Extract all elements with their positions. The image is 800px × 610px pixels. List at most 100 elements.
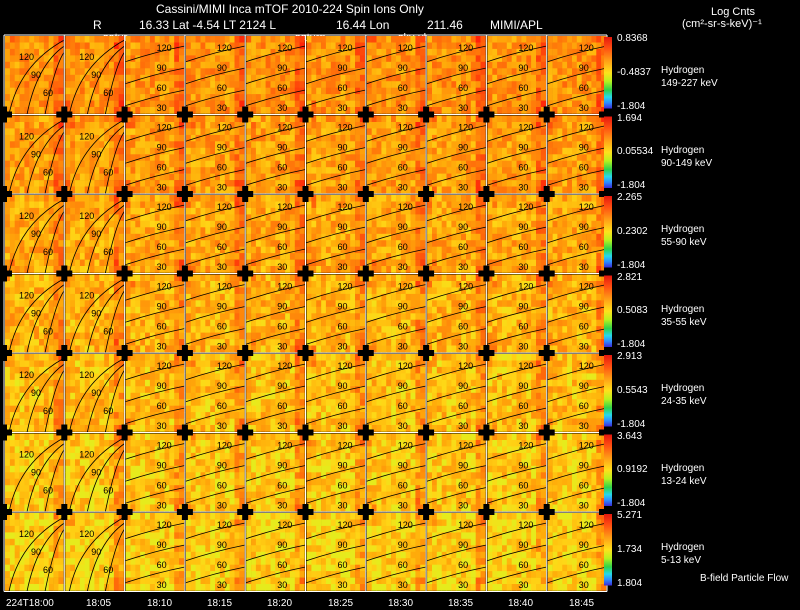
contour-label: 90 bbox=[31, 150, 41, 160]
contour-label: 120 bbox=[518, 282, 533, 292]
cbar-max-value: 1.694 bbox=[617, 113, 642, 125]
cbar-min-value: -1.804 bbox=[617, 101, 645, 113]
contour-label: 90 bbox=[31, 547, 41, 557]
contour-label: 60 bbox=[458, 322, 468, 332]
contour-label: 30 bbox=[157, 183, 167, 193]
contour-label: 30 bbox=[398, 501, 408, 511]
contour-label: 120 bbox=[157, 123, 172, 133]
contour-label: 120 bbox=[579, 123, 594, 133]
contour-label: 90 bbox=[458, 63, 468, 73]
time-tick-label: 18:40 bbox=[508, 598, 533, 610]
contour-label: 120 bbox=[19, 52, 34, 62]
contour-label: 30 bbox=[157, 580, 167, 590]
time-tick-label: 18:20 bbox=[267, 598, 292, 610]
contour-label: 30 bbox=[277, 421, 287, 431]
contour-label: 60 bbox=[398, 163, 408, 173]
energy-range-label: 35-55 keV bbox=[661, 317, 707, 329]
contour-label: 120 bbox=[518, 520, 533, 530]
contour-label: 60 bbox=[157, 163, 167, 173]
contour-label: 30 bbox=[398, 262, 408, 272]
contour-label: 90 bbox=[91, 388, 101, 398]
contour-label: 90 bbox=[31, 468, 41, 478]
contour-label: 90 bbox=[277, 302, 287, 312]
contour-label: 30 bbox=[338, 103, 348, 113]
time-tick-label: 18:25 bbox=[328, 598, 353, 610]
contour-label: 120 bbox=[579, 43, 594, 53]
contour-label: 30 bbox=[398, 580, 408, 590]
contour-label: 120 bbox=[338, 43, 353, 53]
contour-label: 60 bbox=[103, 406, 113, 416]
contour-label: 120 bbox=[79, 370, 94, 380]
contour-label: 90 bbox=[157, 381, 167, 391]
contour-label: 120 bbox=[458, 282, 473, 292]
contour-label: 30 bbox=[338, 421, 348, 431]
cbar-min-value: -1.804 bbox=[617, 339, 645, 351]
contour-label: 90 bbox=[217, 143, 227, 153]
color-scale-bar bbox=[604, 435, 612, 507]
contour-label: 90 bbox=[458, 381, 468, 391]
contour-label: 60 bbox=[103, 486, 113, 496]
cbar-mid-value: 0.2302 bbox=[617, 226, 648, 238]
cbar-min-value: -1.804 bbox=[617, 419, 645, 431]
contour-label: 30 bbox=[277, 501, 287, 511]
contour-label: 30 bbox=[338, 262, 348, 272]
contour-label: 60 bbox=[217, 163, 227, 173]
species-label: Hydrogen bbox=[661, 145, 704, 157]
contour-label: 60 bbox=[157, 401, 167, 411]
time-tick-label: 18:15 bbox=[207, 598, 232, 610]
contour-label: 120 bbox=[458, 520, 473, 530]
contour-label: 90 bbox=[277, 143, 287, 153]
cbar-min-value: -1.804 bbox=[617, 260, 645, 272]
contour-label: 30 bbox=[217, 580, 227, 590]
contour-label: 60 bbox=[43, 565, 53, 575]
contour-label: 120 bbox=[79, 132, 94, 142]
contour-label: 60 bbox=[43, 406, 53, 416]
contour-label: 30 bbox=[217, 501, 227, 511]
contour-label: 120 bbox=[19, 529, 34, 539]
contour-label: 120 bbox=[79, 291, 94, 301]
contour-label: 30 bbox=[157, 421, 167, 431]
contour-label: 60 bbox=[458, 560, 468, 570]
contour-label: 90 bbox=[579, 540, 589, 550]
contour-label: 120 bbox=[518, 43, 533, 53]
contour-label: 30 bbox=[217, 262, 227, 272]
contour-label: 60 bbox=[398, 242, 408, 252]
contour-label: 60 bbox=[458, 242, 468, 252]
contour-label: 120 bbox=[458, 202, 473, 212]
contour-label: 60 bbox=[338, 322, 348, 332]
contour-label: 120 bbox=[518, 361, 533, 371]
contour-label: 60 bbox=[398, 322, 408, 332]
contour-label: 90 bbox=[579, 461, 589, 471]
contour-label: 120 bbox=[398, 43, 413, 53]
cbar-max-value: 5.271 bbox=[617, 510, 642, 522]
contour-label: 90 bbox=[579, 63, 589, 73]
contour-label: 60 bbox=[579, 83, 589, 93]
contour-label: 120 bbox=[79, 529, 94, 539]
contour-label: 120 bbox=[458, 123, 473, 133]
contour-label: 120 bbox=[579, 441, 594, 451]
color-scale-bar bbox=[604, 276, 612, 348]
contour-label: 60 bbox=[518, 163, 528, 173]
contour-label: 30 bbox=[398, 103, 408, 113]
contour-label: 120 bbox=[458, 43, 473, 53]
contour-label: 90 bbox=[217, 461, 227, 471]
contour-label: 120 bbox=[277, 282, 292, 292]
contour-label: 60 bbox=[43, 247, 53, 257]
contour-label: 60 bbox=[338, 560, 348, 570]
